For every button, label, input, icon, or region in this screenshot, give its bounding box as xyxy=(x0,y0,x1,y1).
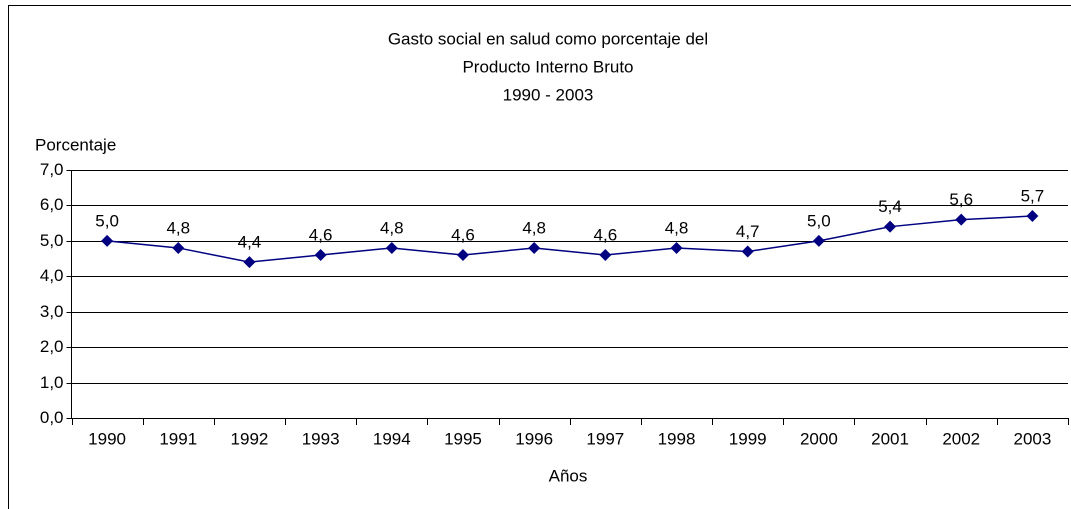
data-point xyxy=(599,249,612,262)
data-label: 4,6 xyxy=(594,226,618,245)
x-tick-label: 1991 xyxy=(159,429,197,448)
data-point xyxy=(172,241,185,254)
x-tick-label: 1998 xyxy=(658,429,696,448)
data-point xyxy=(101,234,114,247)
data-point xyxy=(385,241,398,254)
data-point xyxy=(812,234,825,247)
y-tick-label: 0,0 xyxy=(40,408,64,427)
x-tick-label: 2001 xyxy=(871,429,909,448)
data-label: 5,0 xyxy=(807,211,831,230)
data-label: 4,8 xyxy=(166,218,190,237)
data-point xyxy=(670,241,683,254)
data-point xyxy=(1026,210,1039,223)
y-tick-label: 4,0 xyxy=(40,266,64,285)
y-tick-label: 1,0 xyxy=(40,373,64,392)
x-tick-label: 2003 xyxy=(1013,429,1051,448)
data-label: 4,4 xyxy=(238,233,262,252)
y-axis-label: Porcentaje xyxy=(35,135,116,154)
x-tick-label: 1993 xyxy=(302,429,340,448)
data-point xyxy=(955,213,968,226)
data-label: 5,0 xyxy=(95,211,119,230)
data-label: 4,8 xyxy=(522,218,546,237)
x-tick-label: 2000 xyxy=(800,429,838,448)
x-tick-label: 1999 xyxy=(729,429,767,448)
x-tick-label: 1997 xyxy=(586,429,624,448)
y-tick-label: 2,0 xyxy=(40,337,64,356)
x-tick-label: 1994 xyxy=(373,429,411,448)
chart-title: Gasto social en salud como porcentaje de… xyxy=(388,29,708,48)
data-point xyxy=(528,241,541,254)
data-label: 4,6 xyxy=(309,226,333,245)
y-tick-label: 7,0 xyxy=(40,160,64,179)
data-point xyxy=(314,249,327,262)
data-label: 5,6 xyxy=(949,190,973,209)
data-label: 5,7 xyxy=(1021,187,1045,206)
data-point xyxy=(456,249,469,262)
x-tick-label: 2002 xyxy=(942,429,980,448)
data-label: 4,8 xyxy=(665,218,689,237)
y-tick-label: 5,0 xyxy=(40,231,64,250)
x-axis-label: Años xyxy=(549,466,588,485)
data-point xyxy=(243,256,256,269)
x-tick-label: 1996 xyxy=(515,429,553,448)
chart-title: 1990 - 2003 xyxy=(503,85,594,104)
data-label: 5,4 xyxy=(878,197,902,216)
data-label: 4,8 xyxy=(380,218,404,237)
x-tick-label: 1990 xyxy=(88,429,126,448)
data-label: 4,7 xyxy=(736,222,760,241)
data-point xyxy=(741,245,754,258)
x-tick-label: 1992 xyxy=(231,429,269,448)
x-tick-label: 1995 xyxy=(444,429,482,448)
y-tick-label: 3,0 xyxy=(40,302,64,321)
chart-title: Producto Interno Bruto xyxy=(462,57,633,76)
data-point xyxy=(884,220,897,233)
data-label: 4,6 xyxy=(451,226,475,245)
y-tick-label: 6,0 xyxy=(40,195,64,214)
chart-frame xyxy=(8,5,1071,509)
series-line xyxy=(107,215,1033,263)
